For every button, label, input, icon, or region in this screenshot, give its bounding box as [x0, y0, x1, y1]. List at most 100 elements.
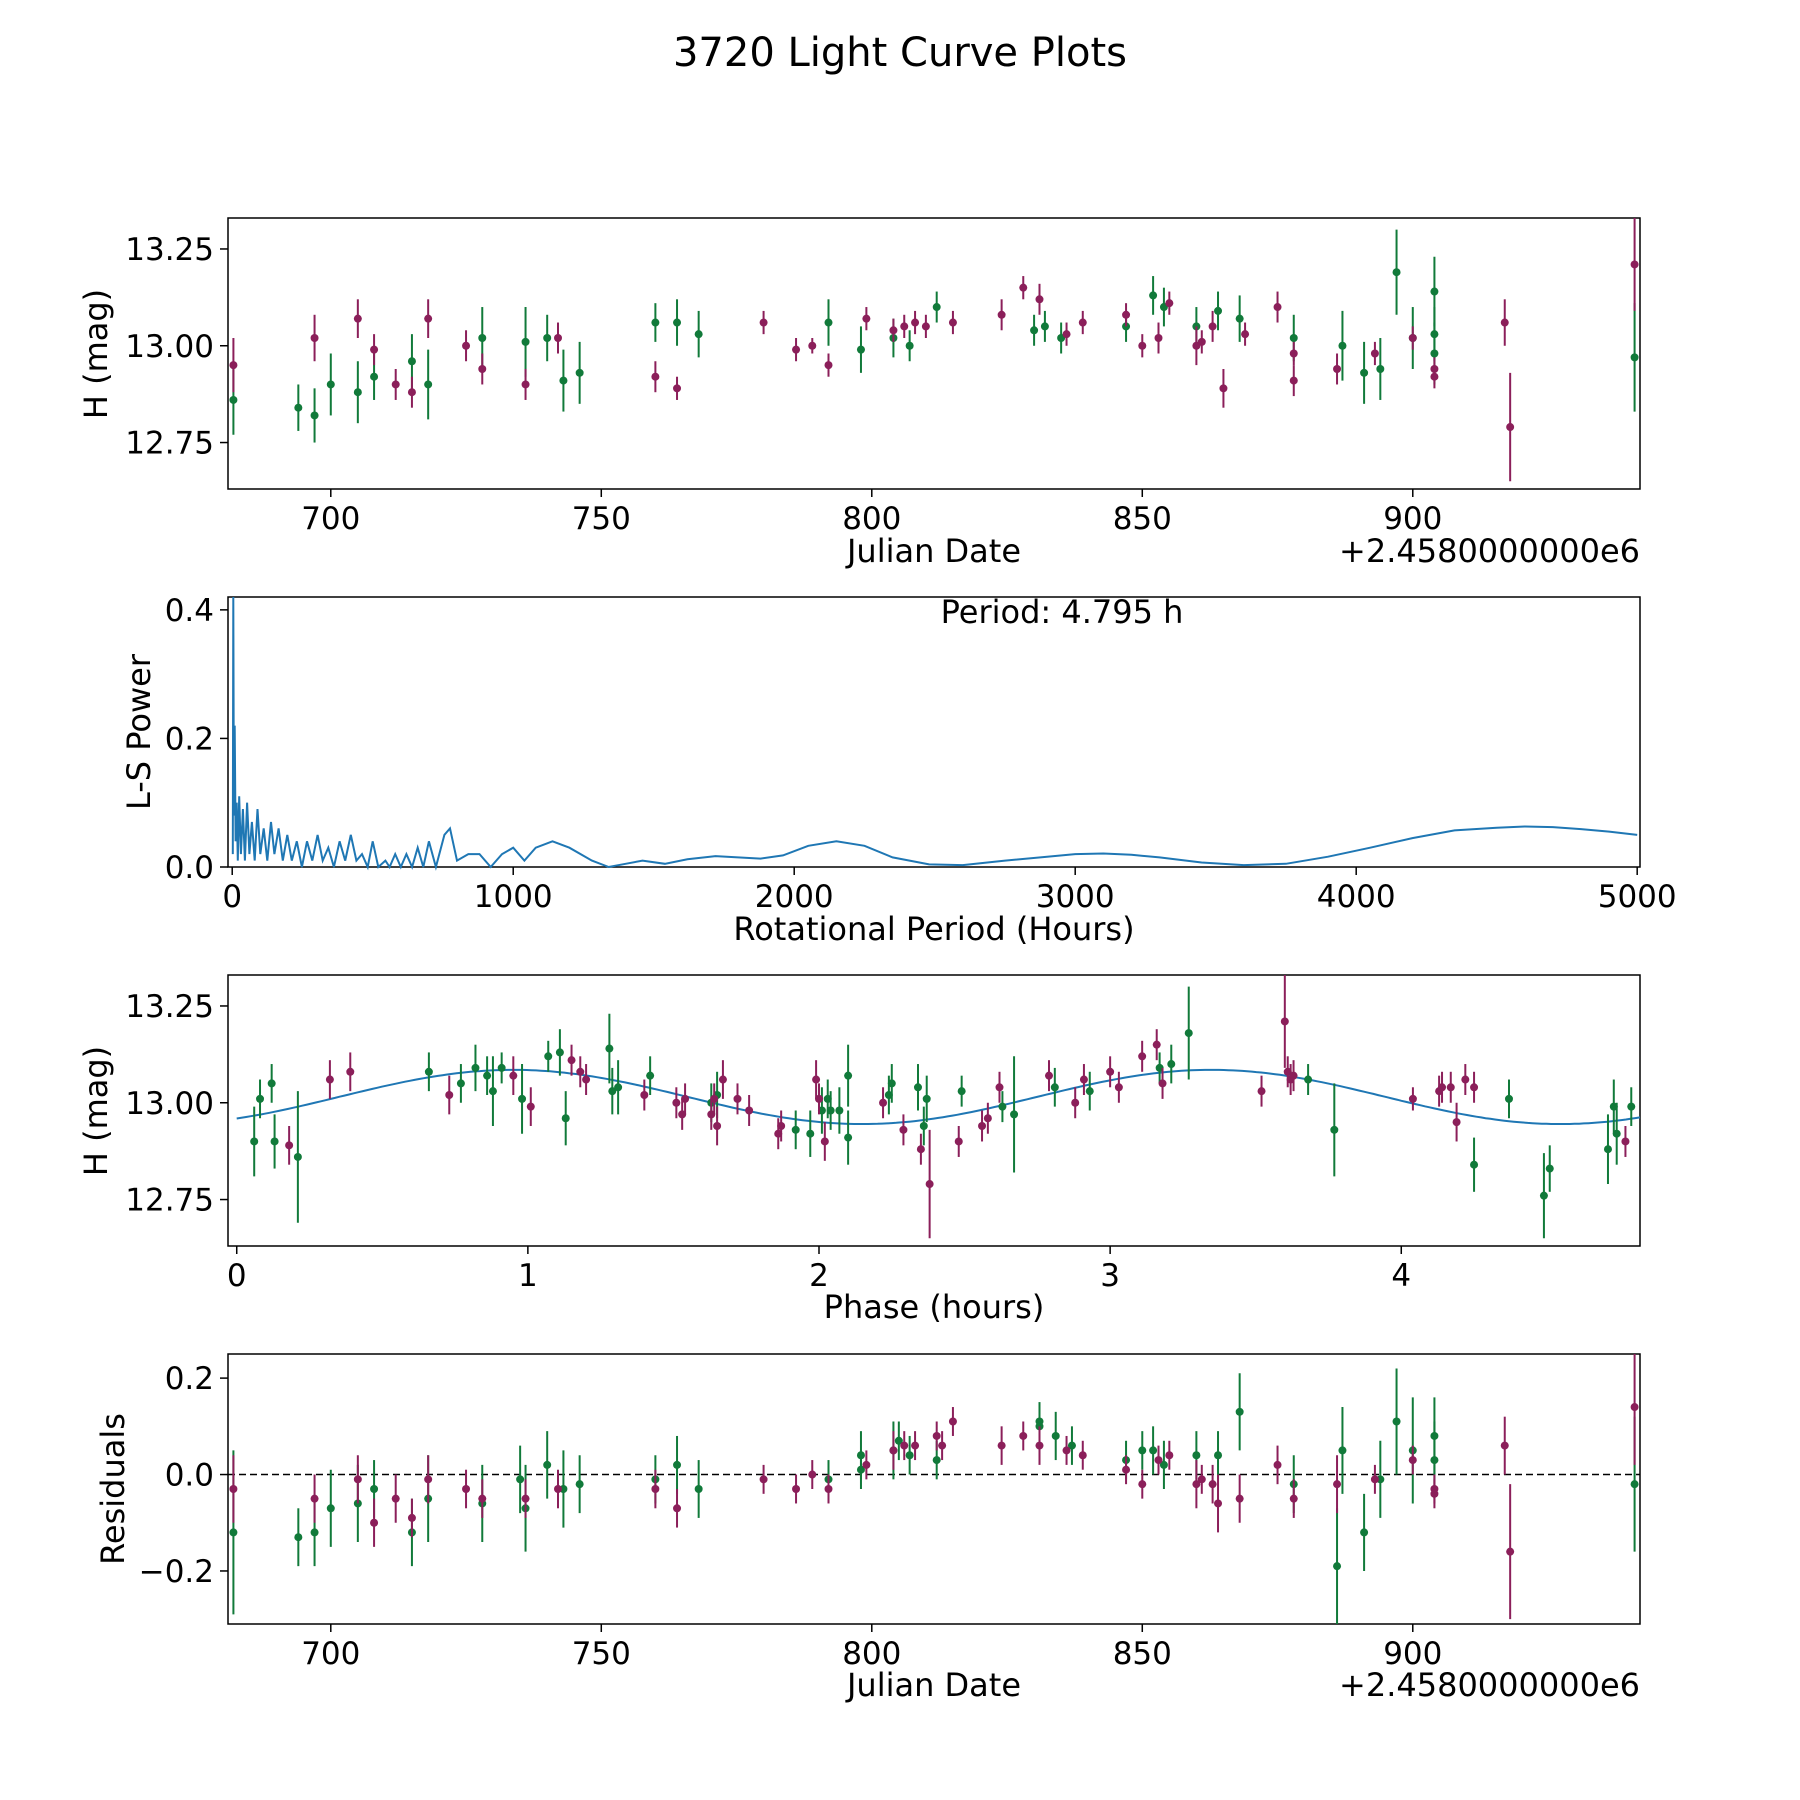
magenta-data-point	[681, 1094, 690, 1103]
residuals-y-tick-label: 0.2	[165, 1361, 214, 1397]
periodogram-y-label: L-S Power	[120, 653, 158, 810]
green-data-point	[518, 1094, 527, 1103]
green-data-point	[256, 1094, 265, 1103]
green-data-point	[1235, 1407, 1244, 1416]
periodogram-frame	[227, 596, 1641, 868]
magenta-data-point	[954, 1137, 963, 1146]
phased-frame	[227, 974, 1641, 1247]
magenta-data-point	[1138, 1480, 1147, 1489]
magenta-data-point	[1630, 260, 1639, 269]
power-spectrum-line	[231, 596, 1638, 871]
magenta-data-point	[718, 1075, 727, 1084]
magenta-data-point	[997, 310, 1006, 319]
magenta-data-point	[948, 318, 957, 327]
green-data-point	[229, 1528, 238, 1537]
green-data-point	[806, 1129, 815, 1138]
magenta-data-point	[1430, 364, 1439, 373]
green-data-point	[1149, 291, 1158, 300]
magenta-data-point	[521, 1494, 530, 1503]
green-data-point	[544, 1052, 553, 1061]
magenta-data-point	[879, 1098, 888, 1107]
green-data-point	[370, 1485, 379, 1493]
lightcurve-x-tick-label: 800	[842, 501, 901, 537]
green-data-point	[1360, 368, 1369, 377]
magenta-data-point	[1019, 1431, 1028, 1440]
magenta-data-point	[1370, 1475, 1379, 1484]
green-data-point	[614, 1083, 623, 1092]
green-data-point	[561, 1114, 570, 1123]
magenta-data-point	[424, 314, 433, 323]
periodogram-x-ticks: 0 1000 2000 3000 4000 5000	[222, 867, 1677, 915]
magenta-data-point	[582, 1075, 591, 1084]
magenta-data-point	[1241, 330, 1250, 339]
magenta-data-point	[983, 1114, 992, 1123]
green-data-point	[673, 1460, 682, 1469]
lightcurve-y-tick-label: 12.75	[125, 426, 214, 462]
periodogram-x-tick-label: 2000	[755, 879, 834, 915]
magenta-data-point	[1192, 1480, 1201, 1489]
lightcurve-panel: 700 750 800 850 900 12.75 13.00 13.25 Julian D…	[77, 217, 1641, 570]
green-data-point	[1504, 1094, 1513, 1103]
periodogram-y-tick-label: 0.2	[165, 721, 214, 757]
green-data-point	[835, 1106, 844, 1115]
green-data-point	[326, 1504, 335, 1513]
green-data-point	[294, 1533, 303, 1542]
green-data-point	[919, 1121, 928, 1130]
magenta-data-point	[1019, 283, 1028, 292]
magenta-data-point	[1333, 1480, 1342, 1489]
phased-x-label: Phase (hours)	[824, 1288, 1045, 1326]
green-data-point	[905, 341, 914, 350]
magenta-data-point	[407, 388, 416, 397]
magenta-data-point	[554, 334, 563, 343]
magenta-data-point	[325, 1075, 334, 1084]
green-data-point	[1214, 1451, 1223, 1460]
magenta-data-point	[1408, 1094, 1417, 1103]
green-data-point	[856, 345, 865, 354]
magenta-data-point	[978, 1121, 987, 1130]
phased-x-tick-label: 1	[518, 1258, 538, 1294]
magenta-data-point	[1154, 1456, 1163, 1465]
magenta-data-point	[889, 326, 898, 335]
magenta-data-point	[346, 1067, 355, 1076]
magenta-data-point	[1062, 330, 1071, 339]
residuals-x-label: Julian Date	[845, 1666, 1021, 1704]
green-data-point	[1338, 1446, 1347, 1455]
magenta-data-point	[1078, 318, 1087, 327]
magenta-data-point	[1078, 1451, 1087, 1460]
green-data-point	[1085, 1087, 1094, 1096]
green-data-point	[913, 1083, 922, 1092]
green-data-point	[887, 1079, 896, 1088]
green-data-point	[894, 1436, 903, 1445]
green-data-point	[1040, 322, 1049, 331]
green-data-point	[1338, 341, 1347, 350]
magenta-data-point	[353, 314, 362, 323]
lightcurve-x-tick-label: 700	[301, 501, 360, 537]
magenta-data-point	[370, 345, 379, 354]
magenta-data-point	[526, 1102, 535, 1111]
green-data-point	[844, 1133, 853, 1142]
residuals-x-tick-label: 700	[301, 1636, 360, 1672]
periodogram-x-tick-label: 5000	[1598, 879, 1677, 915]
magenta-data-point	[353, 1475, 362, 1484]
magenta-data-point	[995, 1083, 1004, 1092]
magenta-data-point	[820, 1137, 829, 1146]
residuals-x-tick-label: 900	[1383, 1636, 1442, 1672]
green-data-point	[605, 1044, 614, 1053]
magenta-data-point	[889, 1446, 898, 1455]
magenta-data-point	[1122, 310, 1131, 319]
magenta-data-point	[1289, 1494, 1298, 1503]
magenta-data-point	[672, 1098, 681, 1107]
green-data-point	[856, 1465, 865, 1474]
magenta-data-point	[1430, 1489, 1439, 1498]
magenta-data-point	[640, 1091, 649, 1100]
green-data-point	[1067, 1441, 1076, 1450]
green-data-point	[488, 1087, 497, 1096]
phased-y-tick-label: 13.00	[125, 1086, 214, 1122]
green-data-point	[267, 1079, 276, 1088]
magenta-data-point	[824, 361, 833, 370]
phased-x-tick-label: 0	[227, 1258, 247, 1294]
residuals-x-tick-label: 850	[1113, 1636, 1172, 1672]
magenta-data-point	[1165, 1451, 1174, 1460]
figure-title: 3720 Light Curve Plots	[673, 30, 1127, 76]
green-data-point	[559, 376, 568, 385]
